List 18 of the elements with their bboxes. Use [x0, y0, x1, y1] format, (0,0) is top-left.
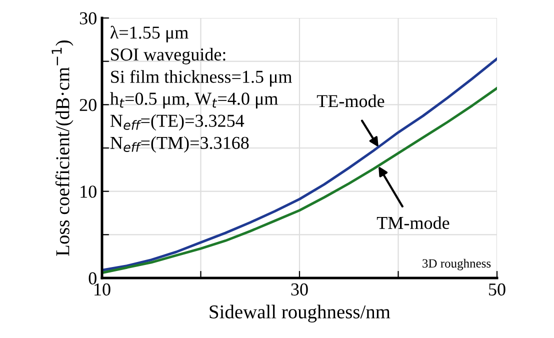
y-tick-label: 30: [80, 12, 96, 24]
annotation: Si film thickness=1.5 μm: [111, 70, 292, 87]
x-tick-label: 50: [489, 283, 506, 296]
x-tick-label: 10: [94, 283, 110, 296]
y-axis-title: Loss coefficient/(dB·cm$^{−1}$): [52, 40, 74, 256]
x-tick-label: 30: [291, 283, 308, 296]
y-tick-label: 0: [88, 272, 96, 284]
annotation: TM-mode: [376, 216, 450, 230]
annotation: N$_{eff}$=(TE)=3.3254: [110, 114, 244, 131]
annotation: h$_{t}$=0.5 μm, W$_{t}$=4.0 μm: [110, 92, 278, 108]
annotation: λ=1.55 μm: [110, 26, 188, 42]
annotation: SOI waveguide:: [111, 48, 226, 64]
y-tick-label: 10: [80, 186, 96, 198]
y-tick-label: 20: [80, 98, 96, 112]
annotation: N$_{eff}$=(TM)=3.3168: [110, 136, 249, 153]
annotation: TE-mode: [316, 94, 384, 108]
annotation: 3D roughness: [422, 258, 491, 270]
x-axis-title: Sidewall roughness/nm: [210, 304, 390, 322]
